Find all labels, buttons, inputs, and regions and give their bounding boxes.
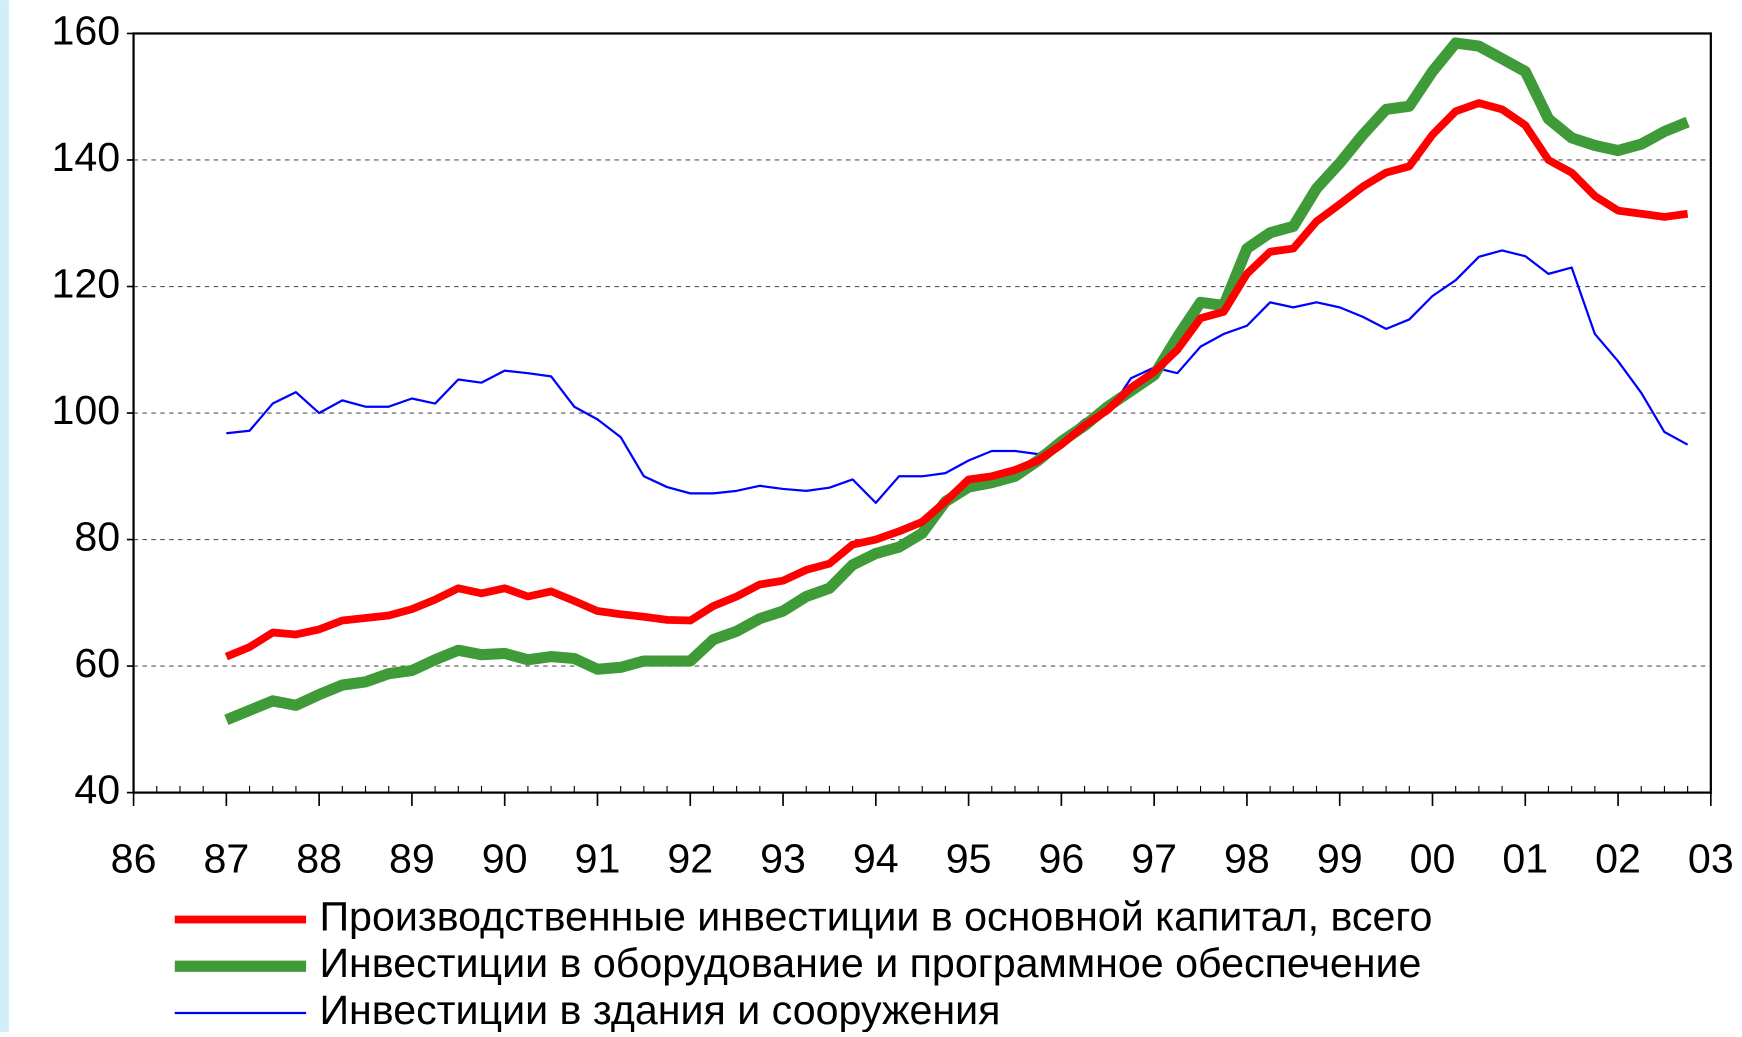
legend-label: Инвестиции в оборудование и программное … — [319, 940, 1421, 986]
plot-frame — [132, 32, 1712, 794]
x-tick-label: 99 — [1317, 835, 1363, 881]
y-tick-label: 120 — [52, 260, 121, 306]
x-tick-label: 98 — [1224, 835, 1270, 881]
x-tick-label: 02 — [1595, 835, 1641, 881]
y-tick-label: 60 — [74, 640, 120, 686]
y-tick-label: 40 — [74, 766, 120, 812]
x-tick-label: 87 — [203, 835, 249, 881]
x-tick-label: 03 — [1688, 835, 1734, 881]
legend-label: Инвестиции в здания и сооружения — [319, 987, 1000, 1032]
x-tick-label: 89 — [389, 835, 435, 881]
x-tick-label: 01 — [1502, 835, 1548, 881]
x-tick-label: 00 — [1410, 835, 1456, 881]
side-stripe — [0, 0, 9, 1032]
y-tick-label: 100 — [52, 387, 121, 433]
series-line — [226, 249, 1689, 504]
x-tick-label: 97 — [1131, 835, 1177, 881]
x-tick-label: 96 — [1038, 835, 1084, 881]
series-line — [224, 99, 1689, 661]
legend-label: Производственные инвестиции в основной к… — [319, 893, 1432, 939]
y-tick-label: 160 — [52, 7, 121, 53]
y-tick-label: 80 — [74, 513, 120, 559]
series-line — [224, 37, 1690, 726]
x-tick-label: 93 — [760, 835, 806, 881]
x-tick-label: 90 — [482, 835, 528, 881]
x-tick-label: 94 — [853, 835, 899, 881]
x-tick-label: 92 — [667, 835, 713, 881]
x-tick-label: 95 — [946, 835, 992, 881]
x-tick-label: 86 — [111, 835, 157, 881]
x-tick-label: 91 — [575, 835, 621, 881]
x-tick-label: 88 — [296, 835, 342, 881]
y-tick-label: 140 — [52, 134, 121, 180]
